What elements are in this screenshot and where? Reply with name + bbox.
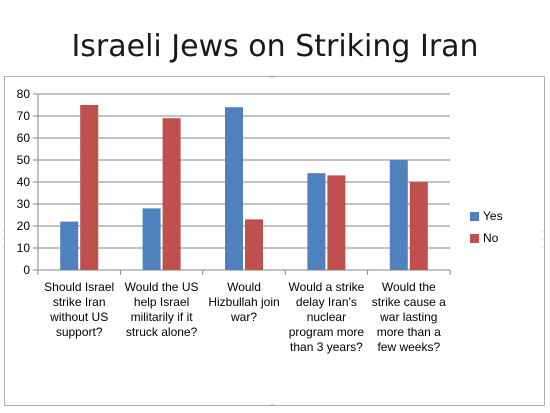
category-label-line: struck alone? [125,325,198,339]
chart-title: Israeli Jews on Striking Iran [71,29,479,64]
resize-handle-right[interactable]: ∙ ∙ ∙ [541,226,543,251]
y-tick-label: 60 [17,131,31,145]
category-label: Should Israel strike Iran without US suppor… [37,280,121,340]
category-label-line: support? [55,325,103,339]
legend-swatch-no [470,233,479,243]
category-label: Would the US help Israel militarily if it s… [120,280,204,340]
category-label-line: Would the US [124,280,199,294]
category-label: Would a strike delay Iran's nuclear program… [284,280,368,355]
legend-swatch-yes [470,211,479,221]
category-label: Would Hizbullah join war? [202,280,286,325]
resize-handle-bottom[interactable]: ∙∙∙∙ [269,400,275,409]
category-label-line: Would a strike [288,280,365,294]
category-label-line: war? [230,310,257,324]
category-label-line: without US [50,310,109,324]
category-label-line: strike Iran [52,295,106,309]
category-label-line: Should Israel [44,280,115,294]
category-label-line: Would [227,280,261,294]
y-tick-label: 50 [17,153,31,167]
bar-no-3 [245,219,263,270]
legend-label-no: No [483,231,499,245]
bar-yes-3 [225,107,243,270]
bar-no-4 [327,175,346,270]
resize-handle-left[interactable]: ∙ ∙ ∙ [2,226,4,251]
category-label-line: war lasting [380,310,438,324]
bar-no-2 [162,118,181,270]
category-label-line: nuclear [306,310,347,324]
legend-item-yes: Yes [470,206,503,226]
y-tick-label: 0 [23,263,30,277]
y-tick-label: 20 [17,219,31,233]
category-label-line: help Israel [133,295,190,309]
legend-item-no: No [470,228,503,248]
bar-yes-4 [307,173,326,270]
category-label-line: few weeks? [377,340,441,354]
category-label-line: Would the [381,280,436,294]
y-tick-label: 70 [17,109,31,123]
resize-handle-top[interactable]: ∙∙∙∙ [269,72,275,81]
category-label-line: than 3 years? [290,340,363,354]
bar-no-1 [80,105,99,270]
bar-yes-5 [389,160,408,270]
category-label-line: Hizbullah join [208,295,280,309]
category-label-line: militarily if it [130,310,193,324]
category-label-line: program more [288,325,365,339]
bar-no-5 [409,182,428,270]
y-tick-label: 40 [17,175,31,189]
legend-label-yes: Yes [483,209,503,223]
category-label-line: more than a [376,325,441,339]
y-tick-label: 80 [17,87,31,101]
bar-yes-1 [60,221,79,270]
category-label: Would the strike cause a war lasting more t… [367,280,451,355]
legend: Yes No [470,206,503,250]
y-tick-label: 10 [17,241,31,255]
y-tick-label: 30 [17,197,31,211]
bar-yes-2 [142,208,161,270]
category-label-line: strike cause a [371,295,446,309]
category-label-line: delay Iran's [295,295,357,309]
